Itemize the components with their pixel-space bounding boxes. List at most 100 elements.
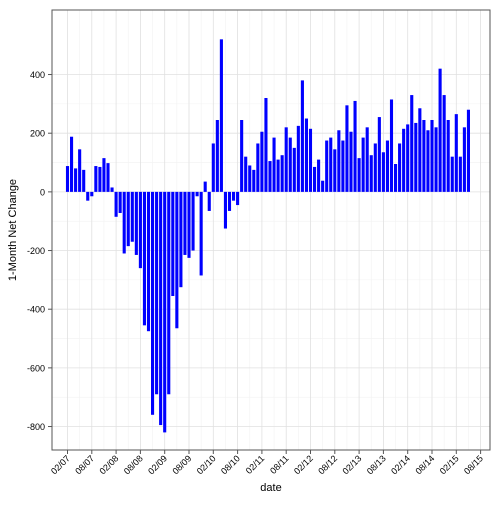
bar <box>268 161 272 192</box>
bar <box>466 109 470 192</box>
bar <box>454 114 458 192</box>
bar <box>138 191 142 269</box>
y-tick-label: 200 <box>30 129 45 139</box>
bar <box>240 120 244 192</box>
bar <box>430 120 434 192</box>
bar <box>365 127 369 192</box>
grid-layer <box>52 10 490 450</box>
y-tick-label: -800 <box>27 422 45 432</box>
x-tick-label: 08/11 <box>268 453 291 476</box>
bar <box>462 127 466 192</box>
bar <box>244 156 248 192</box>
bar <box>159 191 163 426</box>
bar <box>369 155 373 192</box>
bar <box>187 191 191 258</box>
bar <box>280 155 284 192</box>
bar-layer <box>65 39 470 433</box>
bar <box>171 191 175 296</box>
bar <box>337 130 341 192</box>
y-tick-label: 0 <box>40 187 45 197</box>
x-tick-label: 02/15 <box>438 453 461 476</box>
bar <box>227 191 232 211</box>
x-tick-label: 02/09 <box>146 453 169 476</box>
bar <box>199 191 203 276</box>
bar <box>385 140 389 192</box>
bar <box>223 191 227 229</box>
plot-panel-border <box>51 9 491 451</box>
bar <box>74 168 78 192</box>
bar <box>357 158 361 192</box>
bar <box>442 95 446 192</box>
bar <box>321 180 325 192</box>
bar <box>110 187 114 192</box>
bar <box>317 159 321 192</box>
bar <box>163 191 167 433</box>
bar <box>458 156 462 192</box>
bar <box>252 169 256 192</box>
bar <box>438 68 442 192</box>
bar <box>203 181 207 192</box>
bar <box>353 100 357 192</box>
bar <box>260 131 264 192</box>
bar <box>248 165 252 192</box>
bar <box>65 166 70 192</box>
x-tick-label: 02/08 <box>98 453 121 476</box>
bar <box>78 149 82 192</box>
bar <box>361 137 365 192</box>
y-tick-label: -600 <box>27 363 45 373</box>
bar <box>446 120 450 192</box>
x-axis-title: date <box>260 482 281 494</box>
bar <box>232 191 236 201</box>
y-tick-label: 400 <box>30 70 45 80</box>
y-tick-label: -400 <box>27 305 45 315</box>
bar <box>434 127 438 192</box>
x-tick-label: 08/15 <box>462 453 485 476</box>
bar <box>341 140 345 192</box>
bar <box>122 191 126 254</box>
x-tick-label: 08/08 <box>122 453 145 476</box>
x-tick-label: 08/14 <box>413 453 436 476</box>
bar <box>333 149 337 192</box>
bar <box>142 191 146 326</box>
bar <box>288 137 292 192</box>
x-tick-label: 02/12 <box>292 453 315 476</box>
x-tick-label: 02/14 <box>389 453 412 476</box>
bar <box>329 137 333 192</box>
x-axis: 02/07 08/07 02/08 08/08 02/09 08/09 02/10 08/10… <box>49 450 485 476</box>
bar <box>284 127 288 192</box>
bar <box>296 125 300 192</box>
x-tick-label: 02/13 <box>341 453 364 476</box>
bar <box>308 128 313 192</box>
bar <box>402 128 406 192</box>
bar <box>179 191 183 288</box>
bar <box>134 191 138 255</box>
x-tick-label: 08/07 <box>73 453 96 476</box>
bar <box>70 136 74 192</box>
bar <box>211 143 215 192</box>
bar <box>276 159 280 192</box>
bar <box>82 169 86 192</box>
bar <box>146 191 151 332</box>
bar <box>90 191 94 197</box>
bar <box>418 108 422 192</box>
bar <box>426 130 430 192</box>
bar <box>155 191 159 395</box>
bar <box>175 191 179 329</box>
x-tick-label: 02/07 <box>49 453 72 476</box>
bar <box>106 163 110 192</box>
bar <box>272 137 276 192</box>
x-tick-label: 02/11 <box>244 453 267 476</box>
bar <box>151 191 155 415</box>
bar <box>130 191 134 242</box>
y-axis-title: 1-Month Net Change <box>7 179 19 281</box>
bar <box>325 140 329 192</box>
bar <box>389 99 394 192</box>
x-tick-label: 08/12 <box>316 453 339 476</box>
bar <box>313 166 317 192</box>
bar <box>414 122 418 192</box>
bar <box>264 98 268 192</box>
bar <box>167 191 171 395</box>
bar <box>236 191 240 206</box>
